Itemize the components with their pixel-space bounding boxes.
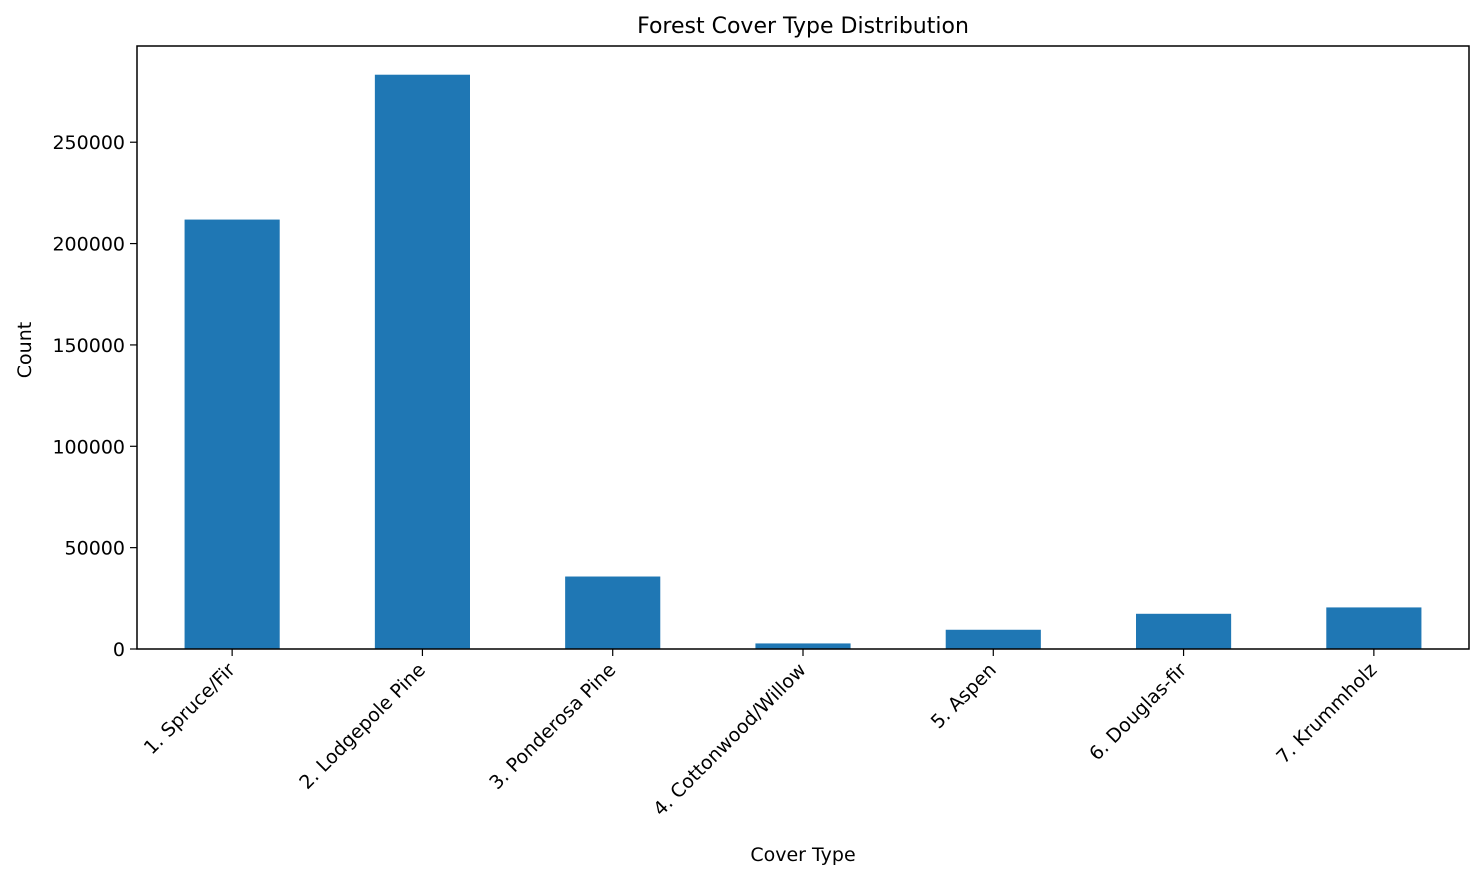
bar	[755, 643, 851, 649]
bar	[374, 74, 470, 649]
bar	[1326, 607, 1422, 649]
x-tick-label: 2. Lodgepole Pine	[295, 659, 430, 794]
x-tick-label: 3. Ponderosa Pine	[485, 659, 620, 794]
y-tick-label: 250000	[52, 132, 125, 154]
y-axis: 0 50000 100000 150000 200000 250000	[52, 132, 137, 661]
bar	[184, 219, 280, 649]
x-tick-label: 5. Aspen	[927, 659, 1001, 733]
y-tick-label: 0	[113, 639, 125, 661]
x-tick-label: 7. Krummholz	[1272, 659, 1381, 768]
plot-area	[184, 74, 1422, 649]
y-tick-label: 150000	[52, 335, 125, 357]
chart-title: Forest Cover Type Distribution	[637, 14, 969, 39]
plot-frame	[136, 45, 1470, 650]
y-axis-label: Count	[14, 322, 36, 378]
bar	[945, 629, 1041, 649]
x-tick-label: 1. Spruce/Fir	[140, 659, 240, 759]
bar	[565, 576, 661, 649]
bar	[1136, 613, 1232, 649]
x-axis: 1. Spruce/Fir 2. Lodgepole Pine 3. Pondero…	[140, 649, 1381, 820]
x-tick-label: 4. Cottonwood/Willow	[649, 659, 810, 820]
x-axis-label: Cover Type	[750, 844, 855, 866]
y-tick-label: 50000	[65, 538, 125, 560]
y-tick-label: 200000	[52, 234, 125, 256]
x-tick-label: 6. Douglas-fir	[1085, 659, 1191, 765]
y-tick-label: 100000	[52, 436, 125, 458]
